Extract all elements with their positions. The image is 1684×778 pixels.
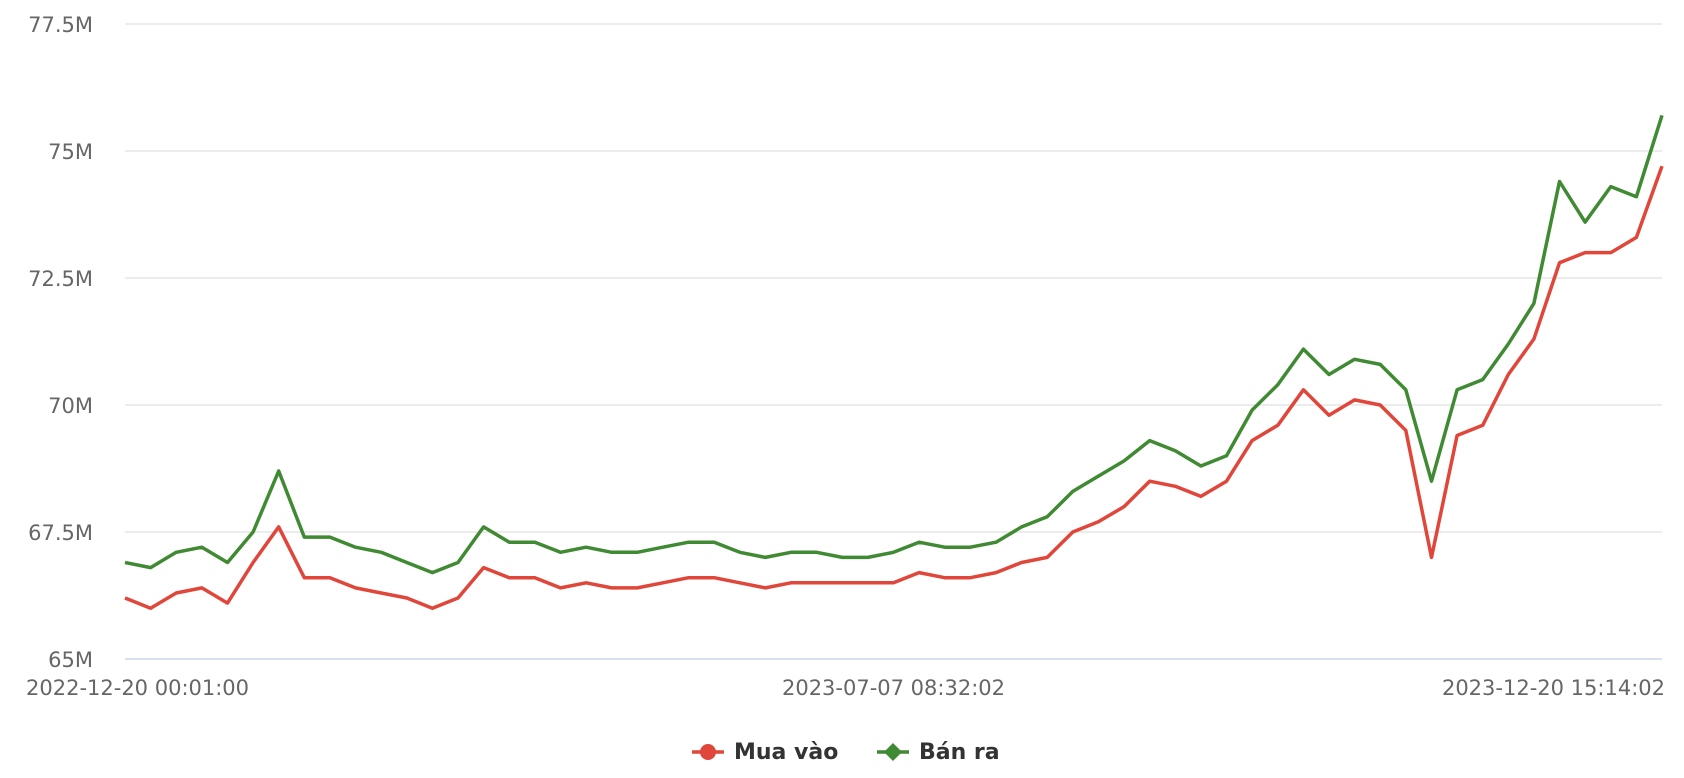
x-tick-label: 2023-07-07 08:32:02: [782, 676, 1005, 700]
y-tick-label: 67.5M: [28, 521, 93, 545]
x-tick-label: 2022-12-20 00:01:00: [26, 676, 249, 700]
y-tick-label: 70M: [48, 394, 93, 418]
y-tick-label: 65M: [48, 648, 93, 672]
series-line: [124, 114, 1664, 575]
legend-marker: [884, 743, 902, 761]
legend-marker: [700, 744, 716, 760]
y-tick-label: 72.5M: [28, 267, 93, 291]
y-tick-label: 77.5M: [28, 13, 93, 37]
series-line: [124, 165, 1664, 610]
legend-text: Bán ra: [919, 740, 1000, 765]
x-tick-label: 2023-12-20 15:14:02: [1442, 676, 1665, 700]
legend-text: Mua vào: [734, 740, 838, 765]
y-tick-label: 75M: [48, 140, 93, 164]
